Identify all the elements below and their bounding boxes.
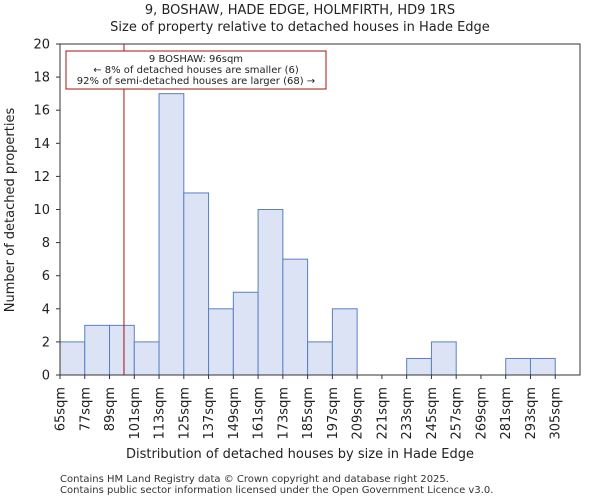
y-tick-label: 0 (42, 369, 50, 384)
bar-group (59, 93, 556, 376)
x-tick-label: 173sqm (276, 387, 291, 440)
x-tick-label: 125sqm (177, 387, 192, 440)
y-tick-label: 12 (33, 170, 50, 185)
annotation-line2: ← 8% of detached houses are smaller (6) (93, 65, 299, 76)
y-tick-label: 20 (33, 38, 50, 53)
bar-137sqm (208, 308, 234, 376)
x-tick-label: 65sqm (54, 387, 69, 431)
x-tick-label: 185sqm (301, 387, 316, 440)
bar-65sqm (59, 341, 86, 376)
x-tick-label: 293sqm (524, 387, 539, 440)
x-tick-label: 305sqm (549, 387, 564, 440)
bar-125sqm (183, 192, 210, 376)
y-tick-label: 4 (42, 302, 50, 317)
plot-frame (59, 43, 581, 376)
annotation-line1: 9 BOSHAW: 96sqm (149, 54, 243, 65)
bar-233sqm (406, 357, 432, 376)
annotation-box: 9 BOSHAW: 96sqm ← 8% of detached houses … (65, 50, 327, 90)
y-tick-label: 6 (42, 269, 50, 284)
footer-line1: Contains HM Land Registry data © Crown c… (60, 474, 449, 485)
x-tick-label: 113sqm (153, 387, 168, 440)
annotation-line3: 92% of semi-detached houses are larger (… (77, 76, 315, 87)
y-tick-label: 8 (42, 236, 50, 251)
x-tick-label: 101sqm (128, 387, 143, 440)
footer-line2: Contains public sector information licen… (60, 485, 493, 496)
y-tick-label: 14 (33, 137, 50, 152)
x-tick-label: 221sqm (375, 387, 390, 440)
bar-161sqm (257, 209, 284, 376)
bar-77sqm (84, 324, 111, 376)
x-tick-label: 209sqm (351, 387, 366, 440)
y-tick-label: 18 (33, 71, 50, 86)
x-tick-label: 257sqm (450, 387, 465, 440)
x-axis-ticks: 65sqm 77sqm 89sqm 101sqm 113sqm 125sqm 137sqm 1… (54, 375, 564, 440)
x-axis-label: Distribution of detached houses by size … (126, 447, 474, 462)
x-tick-label: 269sqm (474, 387, 489, 440)
x-tick-label: 77sqm (78, 387, 93, 431)
bar-149sqm (232, 291, 259, 376)
bar-293sqm (529, 357, 556, 376)
y-axis-ticks: 0 2 4 6 8 10 12 14 16 18 20 (33, 38, 60, 384)
bar-185sqm (307, 341, 333, 376)
y-tick-label: 16 (33, 104, 50, 119)
x-tick-label: 245sqm (425, 387, 440, 440)
x-tick-label: 161sqm (252, 387, 267, 440)
bar-197sqm (331, 308, 358, 376)
chart-title-line2: Size of property relative to detached ho… (110, 20, 490, 35)
bar-281sqm (505, 357, 531, 376)
x-tick-label: 197sqm (326, 387, 341, 440)
bar-89sqm (109, 324, 135, 376)
annotation-frame (65, 50, 327, 90)
x-tick-label: 281sqm (499, 387, 514, 440)
x-tick-label: 89sqm (103, 387, 118, 431)
x-tick-label: 233sqm (400, 387, 415, 440)
chart-title-line1: 9, BOSHAW, HADE EDGE, HOLMFIRTH, HD9 1RS (145, 3, 455, 18)
bar-113sqm (158, 93, 185, 376)
bar-101sqm (133, 341, 160, 376)
y-axis-label: Number of detached properties (3, 108, 18, 313)
x-tick-label: 149sqm (227, 387, 242, 440)
y-tick-label: 10 (33, 203, 50, 218)
bar-245sqm (430, 341, 457, 376)
x-tick-label: 137sqm (202, 387, 217, 440)
y-tick-label: 2 (42, 335, 50, 350)
bar-173sqm (282, 258, 309, 376)
